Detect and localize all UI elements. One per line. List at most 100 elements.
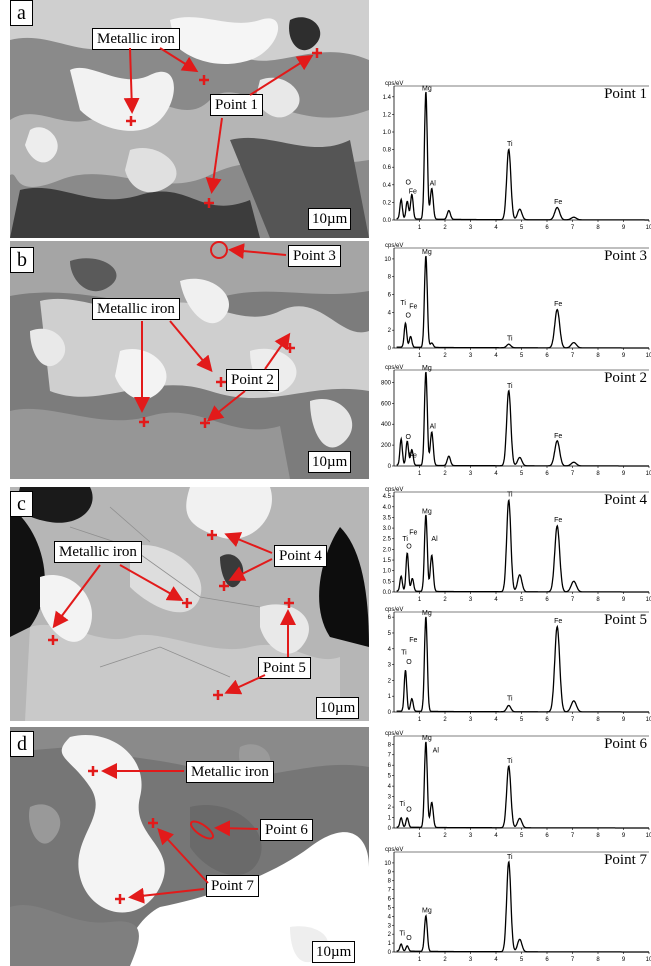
y-tick-label: 4.0 (383, 505, 392, 511)
y-unit-label: cps/eV (385, 365, 403, 371)
y-tick-label: 6 (388, 615, 392, 621)
spectrum-line (396, 371, 649, 467)
x-tick-label: 1 (418, 833, 422, 839)
y-tick-label: 3.5 (383, 515, 392, 521)
y-tick-label: 0.6 (383, 165, 392, 171)
x-tick-label: 8 (596, 833, 600, 839)
y-unit-label: cps/eV (385, 847, 403, 853)
x-tick-label: 1 (418, 717, 422, 723)
y-tick-label: 1.5 (383, 558, 392, 564)
x-tick-label: 1 (418, 957, 422, 963)
y-tick-label: 0 (388, 346, 392, 352)
x-tick-label: 10 (646, 833, 651, 839)
element-label: Al (430, 423, 437, 430)
x-tick-label: 1 (418, 471, 422, 477)
eds-spectrum-point-3: cps/eV 0 2 4 6 8 10 1 2 3 4 5 6 7 8 9 10 Mg Ti O Fe Ti Fe Point… (380, 242, 651, 360)
x-tick-label: 5 (520, 353, 524, 359)
y-tick-label: 1.0 (383, 569, 392, 575)
point-markers-b (139, 343, 295, 428)
y-tick-label: 4 (388, 784, 392, 790)
element-label: Fe (554, 433, 562, 440)
x-tick-label: 9 (622, 833, 626, 839)
y-tick-label: 3 (388, 663, 392, 669)
spectrum-point-title: Point 3 (604, 248, 647, 264)
element-label: Fe (409, 637, 417, 644)
spectrum-line (396, 91, 649, 221)
panel-label-c: c (10, 491, 33, 517)
x-tick-label: 4 (494, 717, 498, 723)
y-tick-label: 0.0 (383, 590, 392, 596)
element-label: Ti (399, 801, 405, 808)
callout-point-4: Point 4 (274, 545, 327, 567)
x-tick-label: 2 (443, 353, 447, 359)
y-unit-label: cps/eV (385, 487, 403, 493)
x-tick-label: 6 (545, 717, 549, 723)
callout-metallic-iron-a: Metallic iron (92, 28, 180, 50)
x-tick-label: 7 (571, 597, 575, 603)
element-label: Fe (409, 304, 417, 311)
x-tick-label: 9 (622, 597, 626, 603)
element-label: Mg (422, 610, 432, 617)
y-tick-label: 8 (388, 742, 392, 748)
element-label: Fe (409, 530, 417, 537)
annotations-a (123, 47, 322, 208)
sem-image-b (10, 241, 369, 479)
x-tick-label: 3 (469, 471, 473, 477)
y-tick-label: 6 (388, 897, 392, 903)
eds-spectrum-point-2: cps/eV 0 200 400 600 800 1 2 3 4 5 6 7 8 9 10 Mg O Fe Al Ti F… (380, 364, 651, 478)
y-tick-label: 0.8 (383, 148, 392, 154)
element-label: Ti (507, 758, 513, 765)
spectrum-point-title: Point 7 (604, 852, 647, 868)
spectrum-point-title: Point 5 (604, 612, 647, 628)
spectrum-line (396, 498, 649, 593)
y-unit-label: cps/eV (385, 81, 403, 87)
x-tick-label: 5 (520, 471, 524, 477)
y-unit-label: cps/eV (385, 731, 403, 737)
element-label: Al (431, 536, 438, 543)
element-label: O (406, 806, 412, 813)
y-tick-label: 0 (388, 950, 392, 956)
y-tick-label: 1.0 (383, 130, 392, 136)
x-tick-label: 10 (646, 225, 651, 231)
x-tick-label: 9 (622, 957, 626, 963)
x-tick-label: 5 (520, 833, 524, 839)
y-tick-label: 10 (384, 861, 391, 867)
y-tick-label: 1.2 (383, 112, 392, 118)
x-tick-label: 3 (469, 353, 473, 359)
spectrum-point-title: Point 1 (604, 86, 647, 102)
x-tick-label: 5 (520, 717, 524, 723)
scale-bar-c: 10µm (316, 697, 360, 719)
x-tick-label: 1 (418, 225, 422, 231)
x-tick-label: 4 (494, 353, 498, 359)
element-label: Mg (422, 249, 432, 256)
element-label: O (406, 659, 412, 666)
x-tick-label: 8 (596, 225, 600, 231)
element-label: Ti (401, 650, 407, 657)
y-tick-label: 2 (388, 805, 392, 811)
element-label: Al (430, 180, 437, 187)
y-tick-label: 5 (388, 905, 392, 911)
scale-bar-a: 10µm (308, 208, 352, 230)
y-tick-label: 4.5 (383, 494, 392, 500)
eds-spectrum-point-5: cps/eV 0 1 2 3 4 5 6 1 2 3 4 5 6 7 8 9 10 Mg Fe Ti O Ti Fe Point… (380, 606, 651, 724)
element-label: Mg (422, 908, 432, 915)
y-tick-label: 0.0 (383, 218, 392, 224)
element-label: Ti (507, 383, 513, 390)
element-label: Fe (554, 517, 562, 524)
x-tick-label: 9 (622, 353, 626, 359)
scale-bar-d: 10µm (312, 941, 356, 963)
y-tick-label: 4 (388, 914, 392, 920)
eds-spectrum-point-6: cps/eV 0 1 2 3 4 5 6 7 8 1 2 3 4 5 6 7 8 9 10 Mg Al Ti O Ti Point… (380, 730, 651, 840)
element-label: Mg (422, 508, 432, 515)
x-tick-label: 2 (443, 471, 447, 477)
spectrum-line (396, 860, 649, 953)
element-label: Al (433, 748, 440, 755)
y-tick-label: 1 (388, 694, 392, 700)
x-tick-label: 3 (469, 833, 473, 839)
y-tick-label: 0 (388, 710, 392, 716)
y-tick-label: 8 (388, 275, 392, 281)
annotations-c (48, 530, 296, 700)
x-tick-label: 9 (622, 717, 626, 723)
element-label: Mg (422, 735, 432, 742)
x-tick-label: 2 (443, 225, 447, 231)
